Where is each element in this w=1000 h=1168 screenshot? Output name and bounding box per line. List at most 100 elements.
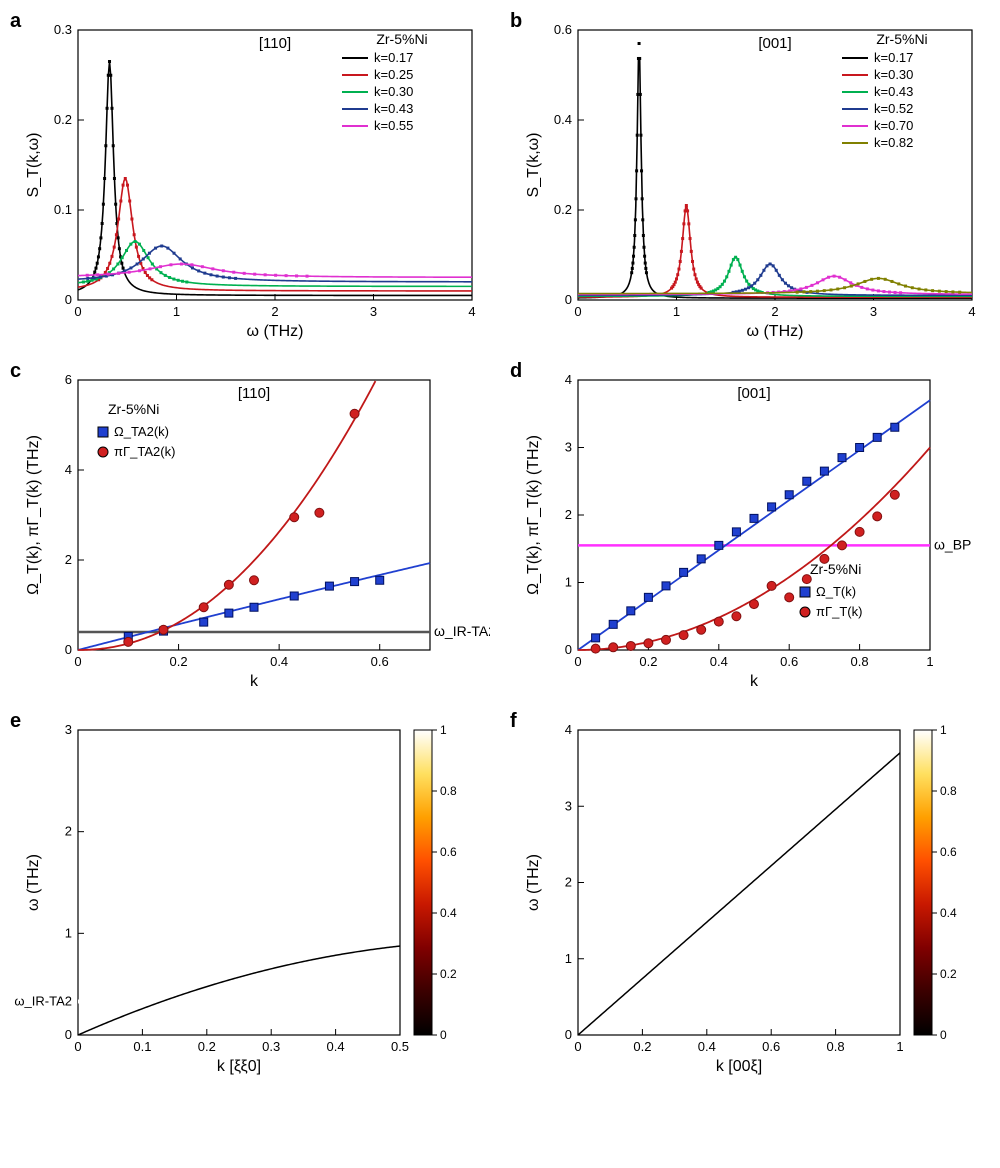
- svg-text:3: 3: [565, 440, 572, 455]
- svg-text:k [00ξ]: k [00ξ]: [716, 1058, 762, 1075]
- svg-text:0.8: 0.8: [827, 1039, 845, 1054]
- svg-text:0: 0: [74, 304, 81, 319]
- svg-text:0.4: 0.4: [940, 906, 957, 920]
- svg-text:[001]: [001]: [758, 35, 791, 52]
- svg-text:0.2: 0.2: [54, 112, 72, 127]
- svg-text:k=0.30: k=0.30: [874, 67, 913, 82]
- svg-text:0.2: 0.2: [639, 654, 657, 669]
- svg-text:0.4: 0.4: [270, 654, 288, 669]
- svg-text:1: 1: [173, 304, 180, 319]
- svg-text:4: 4: [565, 722, 572, 737]
- svg-text:0.6: 0.6: [762, 1039, 780, 1054]
- svg-text:0: 0: [440, 1028, 447, 1042]
- svg-text:Ω_T(k), πΓ_T(k) (THz): Ω_T(k), πΓ_T(k) (THz): [25, 435, 42, 595]
- svg-text:4: 4: [968, 304, 975, 319]
- svg-text:0: 0: [65, 642, 72, 657]
- svg-text:3: 3: [870, 304, 877, 319]
- svg-text:0.4: 0.4: [440, 906, 457, 920]
- svg-text:0: 0: [65, 1027, 72, 1042]
- svg-text:0.6: 0.6: [554, 22, 572, 37]
- svg-text:[110]: [110]: [238, 385, 270, 402]
- svg-text:S_T(k,ω): S_T(k,ω): [525, 133, 542, 198]
- svg-text:Ω_T(k): Ω_T(k): [816, 584, 856, 599]
- svg-text:k=0.17: k=0.17: [874, 50, 913, 65]
- svg-text:0: 0: [940, 1028, 947, 1042]
- svg-text:0.3: 0.3: [262, 1039, 280, 1054]
- svg-text:ω_IR-TA2: ω_IR-TA2: [434, 623, 490, 639]
- panel-a: a 0123400.10.20.3ω (THz)S_T(k,ω)[110]Zr-…: [10, 10, 490, 350]
- svg-text:S_T(k,ω): S_T(k,ω): [25, 133, 42, 198]
- svg-text:k=0.70: k=0.70: [874, 118, 913, 133]
- svg-text:ω (THz): ω (THz): [747, 323, 804, 340]
- svg-text:0.6: 0.6: [940, 845, 957, 859]
- svg-text:0.2: 0.2: [940, 967, 957, 981]
- svg-text:0.2: 0.2: [198, 1039, 216, 1054]
- svg-text:4: 4: [65, 462, 72, 477]
- svg-text:k [ξξ0]: k [ξξ0]: [217, 1058, 261, 1075]
- svg-text:0.4: 0.4: [710, 654, 728, 669]
- svg-text:k=0.17: k=0.17: [374, 50, 413, 65]
- svg-text:0.2: 0.2: [170, 654, 188, 669]
- panel-d: d 00.20.40.60.8101234kΩ_T(k), πΓ_T(k) (T…: [510, 360, 990, 700]
- svg-text:0.6: 0.6: [440, 845, 457, 859]
- svg-text:2: 2: [65, 824, 72, 839]
- svg-text:0.8: 0.8: [940, 784, 957, 798]
- svg-text:3: 3: [370, 304, 377, 319]
- svg-text:0.6: 0.6: [371, 654, 389, 669]
- svg-text:0: 0: [565, 292, 572, 307]
- panel-label-d: d: [510, 360, 522, 383]
- panel-label-a: a: [10, 10, 21, 33]
- svg-text:0.4: 0.4: [327, 1039, 345, 1054]
- panel-b: b 0123400.20.40.6ω (THz)S_T(k,ω)[001]Zr-…: [510, 10, 990, 350]
- svg-text:ω (THz): ω (THz): [25, 854, 42, 911]
- svg-text:Zr-5%Ni: Zr-5%Ni: [810, 561, 861, 577]
- svg-text:0: 0: [565, 642, 572, 657]
- svg-text:6: 6: [65, 372, 72, 387]
- svg-text:0.5: 0.5: [391, 1039, 409, 1054]
- svg-text:Zr-5%Ni: Zr-5%Ni: [108, 401, 159, 417]
- svg-text:0: 0: [565, 1027, 572, 1042]
- svg-text:2: 2: [565, 875, 572, 890]
- svg-text:0.2: 0.2: [440, 967, 457, 981]
- svg-text:k=0.82: k=0.82: [874, 135, 913, 150]
- panel-label-f: f: [510, 710, 517, 733]
- svg-text:k=0.43: k=0.43: [374, 101, 413, 116]
- svg-text:Ω_T(k), πΓ_T(k) (THz): Ω_T(k), πΓ_T(k) (THz): [525, 435, 542, 595]
- panel-c: c 00.20.40.60246kΩ_T(k), πΓ_T(k) (THz)[1…: [10, 360, 490, 700]
- svg-text:1: 1: [65, 925, 72, 940]
- svg-text:1: 1: [440, 723, 447, 737]
- svg-text:ω_IR-TA2: ω_IR-TA2: [14, 993, 72, 1008]
- svg-text:2: 2: [565, 507, 572, 522]
- svg-text:1: 1: [565, 575, 572, 590]
- svg-text:k: k: [250, 673, 259, 690]
- svg-text:0.2: 0.2: [554, 202, 572, 217]
- svg-text:πΓ_TA2(k): πΓ_TA2(k): [114, 444, 175, 459]
- svg-text:3: 3: [565, 798, 572, 813]
- svg-text:1: 1: [896, 1039, 903, 1054]
- svg-text:0.2: 0.2: [633, 1039, 651, 1054]
- svg-text:2: 2: [271, 304, 278, 319]
- svg-text:1: 1: [940, 723, 947, 737]
- panel-e: e 00.10.20.30.40.50123k [ξξ0]ω (THz)ω_IR…: [10, 710, 490, 1090]
- svg-text:[001]: [001]: [737, 385, 770, 402]
- svg-text:ω (THz): ω (THz): [525, 854, 542, 911]
- svg-text:0.4: 0.4: [698, 1039, 716, 1054]
- svg-text:0: 0: [74, 654, 81, 669]
- svg-text:k=0.55: k=0.55: [374, 118, 413, 133]
- svg-text:4: 4: [565, 372, 572, 387]
- svg-text:0.4: 0.4: [554, 112, 572, 127]
- svg-text:0: 0: [65, 292, 72, 307]
- panel-f: f 00.20.40.60.8101234k [00ξ]ω (THz)00.20…: [510, 710, 990, 1090]
- svg-text:k: k: [750, 673, 759, 690]
- svg-text:Zr-5%Ni: Zr-5%Ni: [876, 31, 927, 47]
- svg-text:1: 1: [565, 951, 572, 966]
- svg-text:k=0.30: k=0.30: [374, 84, 413, 99]
- svg-text:1: 1: [926, 654, 933, 669]
- svg-text:0.1: 0.1: [133, 1039, 151, 1054]
- svg-text:0.8: 0.8: [440, 784, 457, 798]
- panel-label-b: b: [510, 10, 522, 33]
- svg-text:k=0.52: k=0.52: [874, 101, 913, 116]
- svg-text:2: 2: [65, 552, 72, 567]
- svg-text:Ω_TA2(k): Ω_TA2(k): [114, 424, 169, 439]
- svg-text:0: 0: [74, 1039, 81, 1054]
